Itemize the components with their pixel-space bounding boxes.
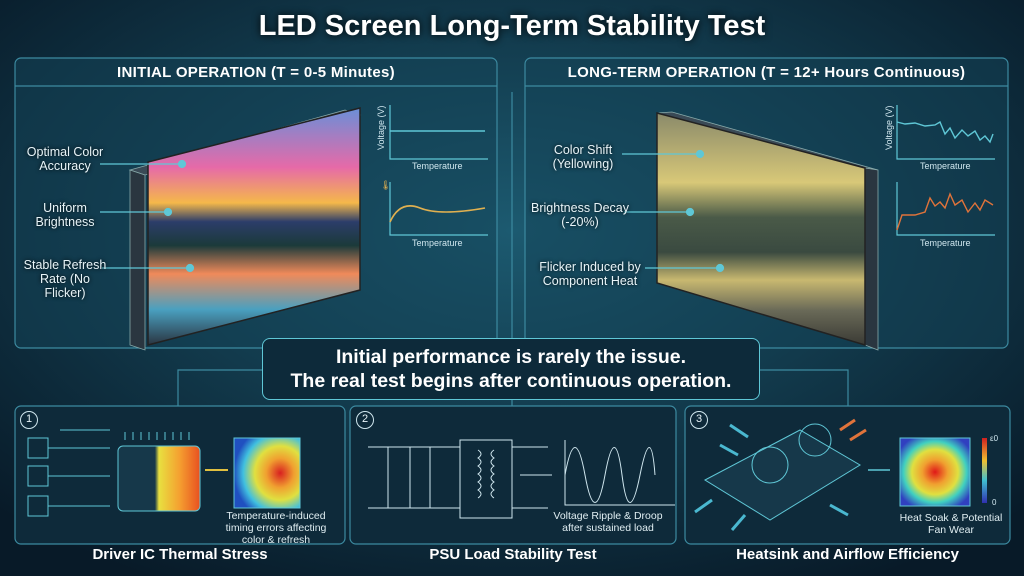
test-title-psu: PSU Load Stability Test <box>429 546 597 563</box>
test-title-driver-ic: Driver IC Thermal Stress <box>92 546 268 563</box>
chart-xlabel: Temperature <box>412 161 463 171</box>
longterm-operation-header: LONG-TERM OPERATION (T = 12+ Hours Conti… <box>567 64 966 81</box>
chart-xlabel: Temperature <box>412 238 463 248</box>
callout-flicker-heat: Flicker Induced by Component Heat <box>539 260 641 288</box>
heat-scale-min: 0 <box>992 498 997 507</box>
callout-brightness-decay: Brightness Decay (-20%) <box>531 201 629 229</box>
callout-stable-refresh: Stable Refresh Rate (No Flicker) <box>23 258 107 300</box>
step-number-2: 2 <box>356 411 374 429</box>
psu-note: Voltage Ripple & Droop after sustained l… <box>553 510 663 534</box>
callout-color-shift: Color Shift (Yellowing) <box>552 143 614 171</box>
chart-ylabel: Voltage (V) <box>376 105 386 150</box>
page-title: LED Screen Long-Term Stability Test <box>258 10 766 42</box>
chart-xlabel: Temperature <box>920 161 971 171</box>
heat-scale-max: ε0 <box>990 434 999 443</box>
callout-color-accuracy: Optimal Color Accuracy <box>26 145 104 173</box>
test-title-heatsink: Heatsink and Airflow Efficiency <box>736 546 959 563</box>
key-message-line2: The real test begins after continuous op… <box>290 370 732 392</box>
driver-ic-note: Temperature-induced timing errors affect… <box>225 510 327 546</box>
step-number-3: 3 <box>690 411 708 429</box>
key-message-box: Initial performance is rarely the issue.… <box>262 338 760 400</box>
chart-ylabel: Voltage (V) <box>884 105 894 150</box>
callout-uniform-brightness: Uniform Brightness <box>35 201 95 229</box>
thermometer-icon: 🌡 <box>380 180 392 190</box>
step-number-1: 1 <box>20 411 38 429</box>
initial-operation-header: INITIAL OPERATION (T = 0-5 Minutes) <box>117 64 395 81</box>
heatsink-note: Heat Soak & Potential Fan Wear <box>899 512 1003 536</box>
chart-xlabel: Temperature <box>920 238 971 248</box>
key-message-line1: Initial performance is rarely the issue. <box>335 346 687 368</box>
